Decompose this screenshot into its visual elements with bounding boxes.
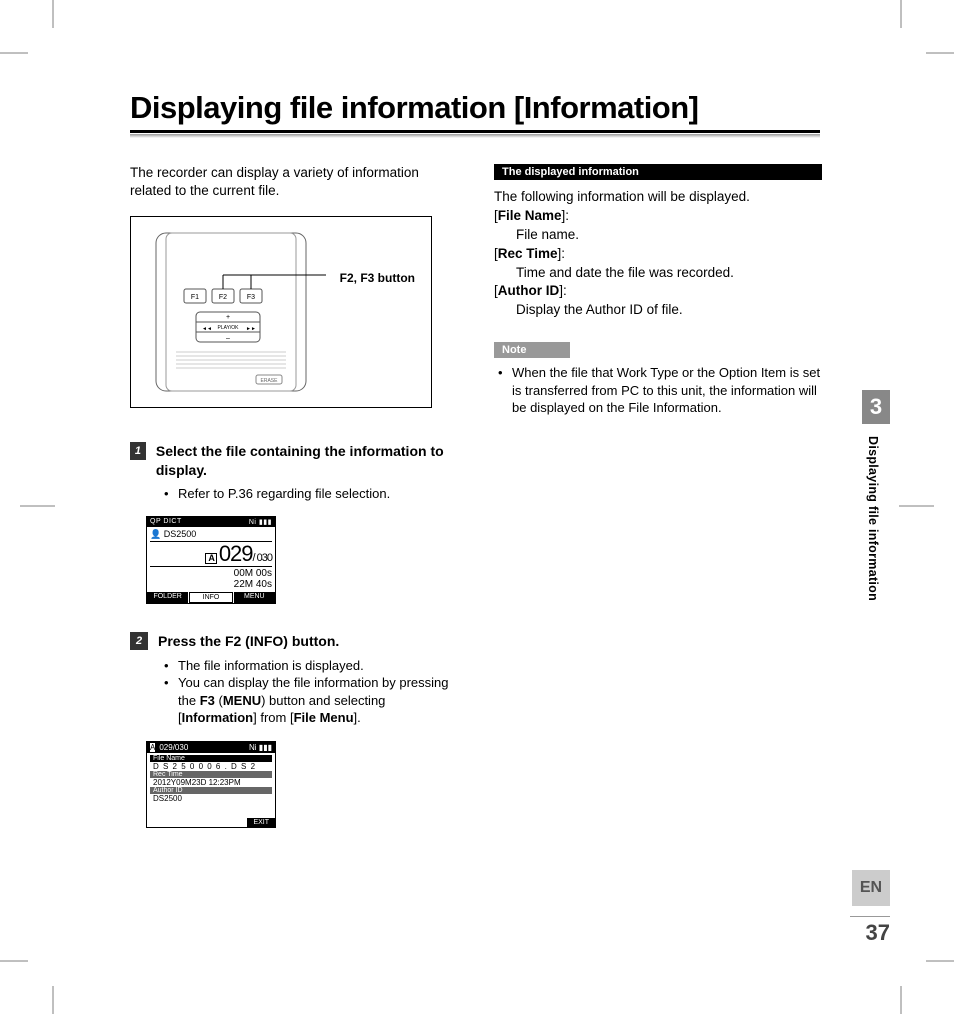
svg-text:►►: ►► [246,326,256,332]
note-text: When the file that Work Type or the Opti… [494,364,822,417]
side-tab-label: Displaying file information [866,436,880,601]
lcd-screen-1: QP DICTNi ▮▮▮ 👤 DS2500 A029/ 030 00M 00s… [146,516,276,604]
svg-text:F2: F2 [219,294,227,301]
page-number: 37 [866,920,890,946]
step-2-number: 2 [130,632,148,650]
note-header: Note [494,342,570,358]
step-1-number: 1 [130,442,146,460]
svg-text:PLAY/OK: PLAY/OK [217,325,239,331]
svg-text:+: + [226,314,230,321]
displayed-info-intro: The following information will be displa… [494,188,822,207]
step-1-title: Select the file containing the informati… [156,442,458,478]
step-2-title: Press the F2 (INFO) button. [158,632,339,650]
svg-text:ERASE: ERASE [261,378,279,384]
displayed-info-header: The displayed information [494,164,822,180]
language-badge: EN [852,870,890,906]
lcd-screen-2: A029/030Ni ▮▮▮ File Name D S 2 5 0 0 0 6… [146,741,276,828]
step-2-bullet-2: You can display the file information by … [164,674,458,727]
svg-text:F3: F3 [247,294,255,301]
button-callout: F2, F3 button [340,271,415,285]
svg-text:–: – [226,335,230,342]
step-1-bullet: Refer to P.36 regarding file selection. [164,485,458,503]
svg-text:F1: F1 [191,294,199,301]
device-figure: ERASE F1 F2 F3 PLAY/OK + – ◄◄ ►► [130,216,432,408]
page-title: Displaying file information [Information… [130,90,860,126]
chapter-number: 3 [862,390,890,424]
svg-text:◄◄: ◄◄ [202,326,212,332]
intro-text: The recorder can display a variety of in… [130,164,458,200]
step-2-bullet-1: The file information is displayed. [164,657,458,675]
title-rule [130,130,820,138]
